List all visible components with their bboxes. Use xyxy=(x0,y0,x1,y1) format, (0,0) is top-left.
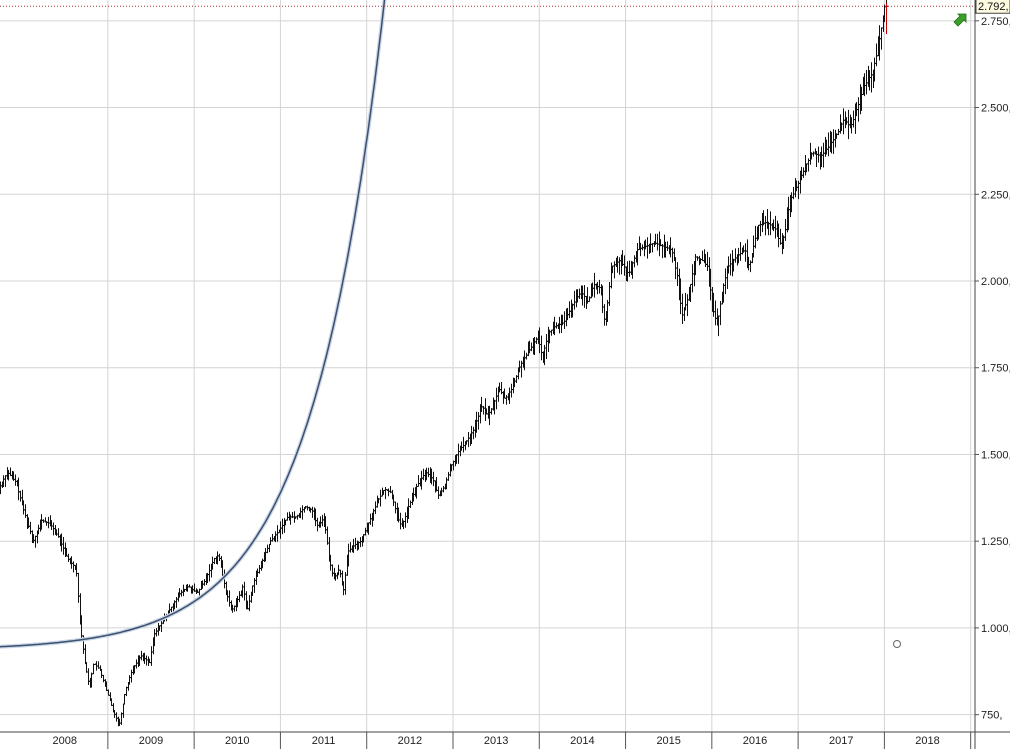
overlay: 2.792, xyxy=(0,0,1010,648)
x-tick-label: 2008 xyxy=(52,735,76,747)
x-tick-label: 2010 xyxy=(225,735,249,747)
x-tick-label: 2016 xyxy=(743,735,767,747)
y-tick-label: 1.750, xyxy=(981,363,1010,375)
x-tick-label: 2018 xyxy=(915,735,939,747)
y-axis: 750, 1.000, 1.250, 1.500, 1.750, 2.000, 2.250,… xyxy=(974,0,1010,749)
x-tick-label: 2009 xyxy=(139,735,163,747)
y-tick-label: 1.500, xyxy=(981,449,1010,461)
green-arrow-icon xyxy=(953,13,967,27)
x-tick-label: 2014 xyxy=(570,735,594,747)
x-tick-label: 2015 xyxy=(656,735,680,747)
y-tick-label: 2.250, xyxy=(981,189,1010,201)
y-tick-label: 2.000, xyxy=(981,276,1010,288)
y-tick-label: 750, xyxy=(981,710,1002,722)
y-tick-label: 2.500, xyxy=(981,103,1010,115)
trend-curve-glow xyxy=(0,0,387,649)
y-tick-label: 1.250, xyxy=(981,536,1010,548)
grid xyxy=(0,0,975,732)
x-tick-label: 2011 xyxy=(312,735,336,747)
last-price-box xyxy=(975,0,1010,14)
small-circle-marker xyxy=(893,640,901,648)
trend-curve xyxy=(0,0,387,649)
last-price-label: 2.792, xyxy=(978,1,1009,13)
y-tick-label: 2.750, xyxy=(981,16,1010,28)
x-tick-label: 2017 xyxy=(829,735,853,747)
green-arrow-shape xyxy=(953,13,967,27)
y-tick-label: 1.000, xyxy=(981,623,1010,635)
trend-curve-line xyxy=(0,0,386,648)
x-axis: 2008 2009 2010 2011 2012 2013 2014 2015 2016 2017… xyxy=(0,731,1010,749)
x-tick-label: 2013 xyxy=(484,735,508,747)
price-bars xyxy=(0,0,888,727)
x-tick-label: 2012 xyxy=(398,735,422,747)
